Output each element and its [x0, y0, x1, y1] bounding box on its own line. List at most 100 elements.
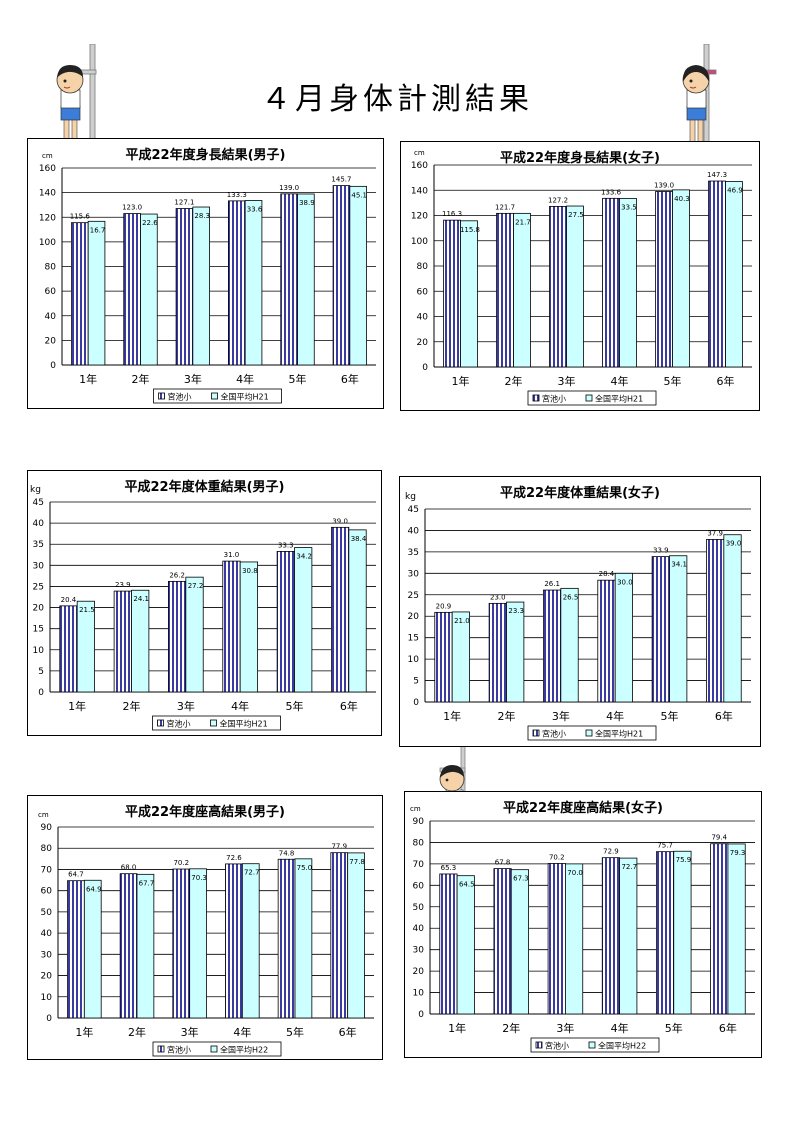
data-label-national: 22.6	[142, 219, 158, 227]
data-label-national: 33.6	[247, 206, 263, 214]
bar-national	[185, 576, 204, 693]
data-label-national: 28.3	[194, 212, 210, 220]
x-tick-label: 4年	[231, 699, 249, 713]
chart-sitting-boys: 平成22年度座高結果(男子) cm 0 10 20 30 40 50 60 70 80 90 64.7 6…	[27, 795, 383, 1060]
y-tick-label: 5	[38, 667, 44, 677]
data-label-national: 75.0	[297, 864, 313, 872]
legend-swatch-school	[157, 1045, 165, 1053]
y-tick-label: 10	[33, 646, 45, 656]
y-tick-label: 60	[41, 887, 53, 897]
bar-school	[123, 213, 141, 366]
y-tick-label: 0	[413, 698, 419, 708]
y-tick-label: 40	[41, 929, 53, 939]
chart-sitting-girls: 平成22年度座高結果(女子) cm 0 10 20 30 40 50 60 70 80 90 65.3 6…	[404, 791, 762, 1058]
y-tick-label: 5	[413, 677, 419, 687]
y-tick-label: 35	[33, 540, 44, 550]
legend-label-national: 全国平均H21	[220, 719, 268, 729]
y-tick-label: 90	[41, 823, 53, 833]
data-label-school: 77.9	[331, 843, 347, 851]
legend-swatch-national	[585, 394, 593, 402]
x-tick-label: 2年	[502, 1021, 520, 1035]
chart-height-boys: 平成22年度身長結果(男子) cm 0 20 40 60 80 100 120 140 160 115…	[27, 138, 384, 409]
legend-label-national: 全国平均H21	[595, 394, 643, 404]
bar-school	[277, 858, 296, 1019]
data-label-school: 33.3	[278, 541, 294, 549]
bar-school	[549, 206, 567, 368]
chart-svg-height-girls: 平成22年度身長結果(女子) cm 0 20 40 60 80 100 120 140 160 116…	[411, 149, 752, 406]
x-tick-label: 3年	[181, 1025, 199, 1039]
bar-school	[331, 526, 350, 693]
data-label-school: 68.0	[121, 864, 137, 872]
bar-national	[347, 852, 365, 1019]
y-tick-label: 40	[408, 526, 420, 536]
x-tick-label: 6年	[340, 699, 358, 713]
legend-label-school: 宮池小	[168, 392, 192, 402]
bar-school	[276, 551, 295, 693]
data-label-national: 24.1	[133, 595, 149, 603]
data-label-national: 26.5	[563, 593, 579, 601]
y-tick-label: 10	[413, 989, 425, 999]
x-tick-label: 4年	[233, 1025, 251, 1039]
y-tick-label: 0	[422, 363, 428, 373]
y-tick-label: 45	[33, 498, 44, 508]
data-label-school: 115.6	[70, 213, 91, 221]
data-label-school: 20.4	[61, 596, 77, 604]
y-tick-label: 80	[413, 838, 425, 848]
data-label-school: 74.8	[279, 849, 295, 857]
y-tick-label: 10	[41, 993, 53, 1003]
bar-national	[723, 534, 742, 703]
y-tick-label: 20	[45, 336, 57, 346]
x-tick-label: 5年	[661, 709, 679, 723]
data-label-national: 40.3	[674, 195, 690, 203]
bar-national	[456, 875, 475, 1015]
data-label-school: 147.3	[707, 171, 727, 179]
y-tick-label: 40	[417, 313, 429, 323]
bar-school	[228, 200, 246, 366]
data-label-school: 121.7	[495, 203, 515, 211]
y-tick-label: 35	[408, 548, 419, 558]
data-label-national: 38.9	[299, 199, 315, 207]
bar-national	[297, 193, 315, 366]
data-label-school: 33.9	[653, 547, 669, 555]
data-label-school: 123.0	[122, 204, 142, 212]
data-label-national: 46.9	[727, 187, 743, 195]
data-label-school: 145.7	[331, 176, 351, 184]
bar-national	[189, 868, 207, 1019]
x-tick-label: 6年	[719, 1021, 737, 1035]
bar-national	[349, 185, 367, 366]
bar-national	[673, 850, 692, 1015]
bar-national	[294, 858, 313, 1019]
data-label-school: 139.0	[654, 182, 674, 190]
bar-national	[510, 869, 529, 1015]
bar-school	[597, 579, 616, 703]
data-label-school: 70.2	[173, 859, 189, 867]
chart-title: 平成22年度座高結果(女子)	[503, 800, 663, 816]
data-label-school: 23.9	[115, 581, 131, 589]
x-tick-label: 6年	[715, 709, 733, 723]
y-tick-label: 120	[411, 212, 428, 222]
x-tick-label: 1年	[79, 372, 97, 386]
x-tick-label: 5年	[286, 699, 304, 713]
chart-title: 平成22年度身長結果(男子)	[126, 147, 286, 163]
x-tick-label: 1年	[75, 1025, 93, 1039]
legend-swatch-national	[210, 1045, 218, 1053]
bar-national	[513, 212, 531, 368]
data-label-school: 65.3	[441, 864, 457, 872]
y-tick-label: 40	[33, 519, 45, 529]
bar-school	[71, 222, 89, 366]
data-label-national: 45.1	[351, 191, 367, 199]
data-label-national: 64.9	[86, 885, 102, 893]
legend-label-national: 全国平均H21	[221, 392, 269, 402]
data-label-national: 38.4	[351, 535, 367, 543]
legend-swatch-school	[157, 719, 164, 727]
bar-school	[488, 602, 507, 703]
bar-national	[566, 205, 584, 368]
bar-school	[547, 863, 566, 1015]
data-label-school: 139.0	[279, 184, 299, 192]
y-tick-label: 20	[413, 967, 425, 977]
x-tick-label: 4年	[606, 709, 624, 723]
bar-school	[602, 197, 620, 368]
y-tick-label: 60	[45, 287, 57, 297]
data-label-national: 70.3	[191, 874, 207, 882]
data-label-national: 39.0	[726, 540, 742, 548]
